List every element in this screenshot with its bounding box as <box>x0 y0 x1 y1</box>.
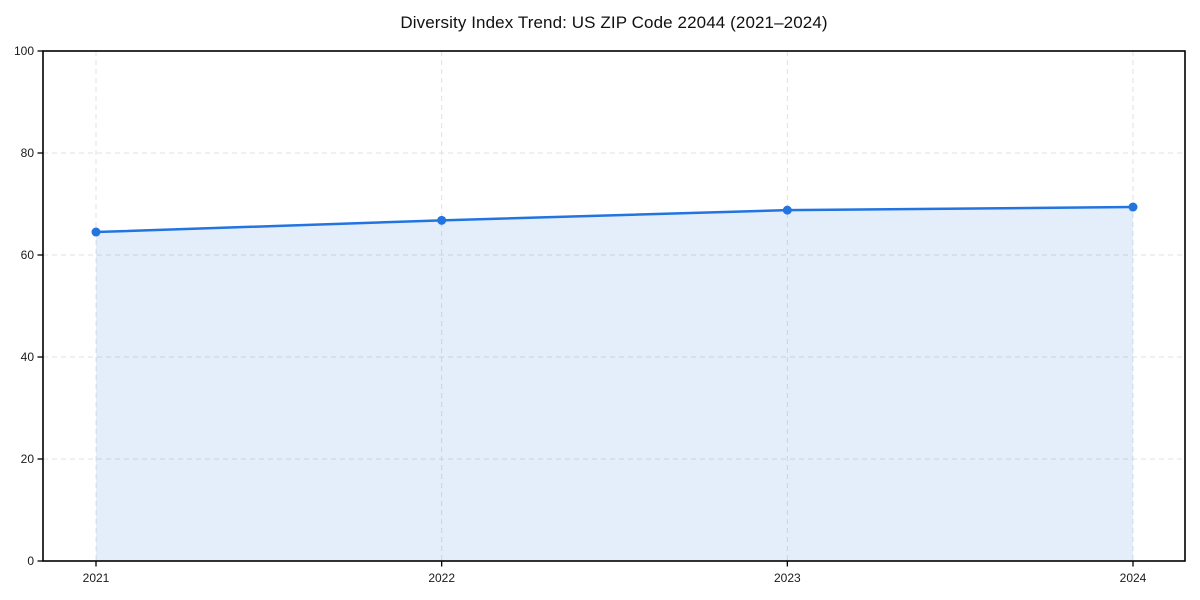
y-tick-label: 20 <box>21 452 35 466</box>
x-tick-label: 2022 <box>428 571 455 585</box>
y-tick-label: 80 <box>21 146 35 160</box>
x-tick-label: 2021 <box>83 571 110 585</box>
area-fill <box>96 207 1133 561</box>
plot-border <box>42 50 1186 562</box>
x-tick-label: 2024 <box>1120 571 1147 585</box>
data-point-2023 <box>782 205 792 215</box>
data-point-2022 <box>437 215 447 225</box>
chart-title: Diversity Index Trend: US ZIP Code 22044… <box>400 13 828 32</box>
y-tick-label: 100 <box>14 44 34 58</box>
data-point-2024 <box>1128 202 1138 212</box>
data-point-2021 <box>91 227 101 237</box>
y-tick-label: 0 <box>27 554 34 568</box>
y-tick-label: 40 <box>21 350 35 364</box>
y-tick-label: 60 <box>21 248 35 262</box>
trend-line <box>94 205 1135 234</box>
x-tick-label: 2023 <box>774 571 801 585</box>
